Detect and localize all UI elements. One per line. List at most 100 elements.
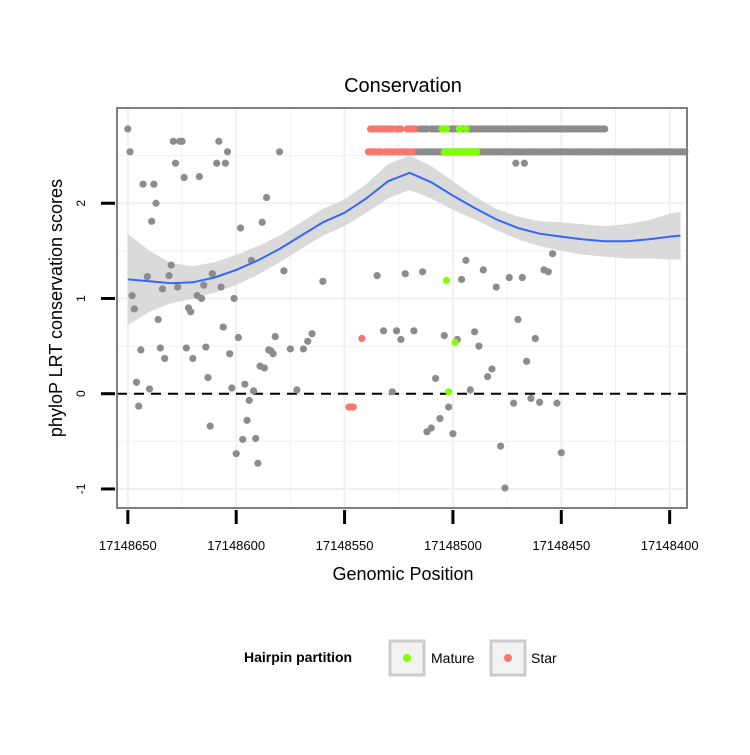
- point-other-89: [458, 275, 466, 284]
- x-tick-label-0: 17148650: [99, 538, 157, 553]
- point-other-1: [126, 148, 134, 156]
- y-tick-label-0: -1: [74, 483, 88, 494]
- point-other-110: [549, 250, 557, 258]
- point-other-58: [258, 218, 266, 226]
- point-other-66: [280, 267, 288, 275]
- point-other-49: [239, 435, 247, 444]
- point-other-92: [471, 328, 479, 336]
- point-other-112: [557, 449, 565, 457]
- point-other-82: [427, 424, 435, 432]
- x-tick-label-5: 17148400: [641, 538, 699, 553]
- point-other-71: [308, 330, 316, 338]
- point-other-84: [436, 414, 444, 423]
- point-other-93: [475, 342, 483, 350]
- point-other-76: [392, 327, 401, 335]
- point-mature-1: [451, 338, 459, 346]
- point-other-72: [319, 277, 327, 285]
- point-other-73: [373, 272, 381, 280]
- point-other-15: [158, 285, 167, 293]
- legend-swatch-mature: [403, 654, 411, 662]
- rug-point-1-2-15: [473, 148, 481, 156]
- x-tick-label-4: 17148450: [532, 538, 590, 553]
- point-other-101: [510, 399, 518, 407]
- point-other-59: [260, 364, 268, 372]
- point-other-37: [213, 159, 221, 167]
- smooth-line: [127, 171, 681, 285]
- point-other-120: [481, 148, 490, 156]
- legend-swatch-star: [504, 654, 512, 662]
- point-other-46: [232, 450, 240, 458]
- point-other-18: [167, 261, 175, 269]
- point-other-39: [217, 283, 225, 291]
- smooth-line-layer: [127, 171, 681, 285]
- point-other-35: [206, 422, 214, 430]
- legend: Hairpin partition Mature Star: [244, 639, 557, 677]
- point-other-79: [410, 327, 418, 335]
- point-other-86: [444, 403, 453, 411]
- point-other-38: [215, 137, 223, 145]
- point-other-30: [195, 172, 203, 181]
- point-other-119: [490, 148, 498, 156]
- point-other-115: [520, 159, 529, 167]
- point-other-103: [518, 273, 526, 282]
- point-other-34: [204, 373, 212, 382]
- point-other-65: [275, 148, 284, 156]
- confidence-ribbon-layer: [127, 155, 681, 326]
- rug-point-0-0-13: [397, 125, 405, 133]
- point-other-8: [143, 272, 151, 281]
- point-other-17: [165, 272, 173, 280]
- point-other-54: [249, 387, 258, 395]
- point-other-33: [202, 343, 210, 351]
- point-other-91: [466, 386, 474, 394]
- point-other-90: [462, 256, 470, 264]
- point-other-9: [145, 385, 154, 393]
- point-other-40: [219, 323, 227, 331]
- point-other-116: [516, 125, 524, 133]
- point-other-41: [221, 159, 229, 167]
- point-other-104: [523, 357, 531, 365]
- point-other-56: [254, 459, 262, 467]
- rug-point-0-2-2: [442, 125, 451, 133]
- point-other-98: [497, 442, 505, 450]
- legend-label-mature: Mature: [431, 650, 475, 666]
- point-other-109: [544, 268, 552, 276]
- point-other-64: [271, 332, 279, 341]
- point-other-27: [187, 308, 195, 316]
- point-other-97: [492, 283, 500, 291]
- rug-point-0-1-83: [601, 125, 609, 133]
- point-other-78: [401, 270, 409, 278]
- x-tick-label-2: 17148550: [316, 538, 374, 553]
- panel-border: [116, 107, 688, 509]
- point-other-6: [137, 346, 145, 354]
- x-axis-label: Genomic Position: [332, 564, 473, 584]
- point-other-48: [236, 224, 245, 232]
- point-other-83: [431, 374, 440, 383]
- point-other-68: [293, 386, 301, 394]
- rug-point-0-2-3: [455, 125, 464, 133]
- point-other-13: [154, 315, 162, 324]
- point-other-113: [559, 125, 568, 133]
- point-other-23: [178, 137, 186, 145]
- point-other-100: [505, 273, 513, 282]
- point-other-10: [150, 180, 158, 188]
- point-other-19: [169, 137, 177, 145]
- point-other-25: [182, 344, 190, 352]
- point-other-102: [514, 315, 522, 324]
- point-other-99: [501, 484, 509, 492]
- point-other-85: [440, 332, 448, 340]
- point-other-21: [174, 283, 182, 291]
- point-star-0: [358, 334, 366, 343]
- point-other-114: [512, 159, 520, 167]
- point-other-105: [527, 394, 535, 403]
- x-tick-label-1: 17148600: [207, 538, 265, 553]
- rug-points-layer: [364, 125, 689, 156]
- point-other-106: [531, 334, 539, 343]
- point-other-11: [148, 217, 156, 225]
- point-other-107: [536, 398, 544, 406]
- point-other-44: [228, 384, 236, 392]
- point-other-47: [234, 333, 242, 342]
- point-other-94: [479, 266, 487, 274]
- x-tick-label-3: 17148500: [424, 538, 482, 553]
- point-other-7: [139, 180, 147, 188]
